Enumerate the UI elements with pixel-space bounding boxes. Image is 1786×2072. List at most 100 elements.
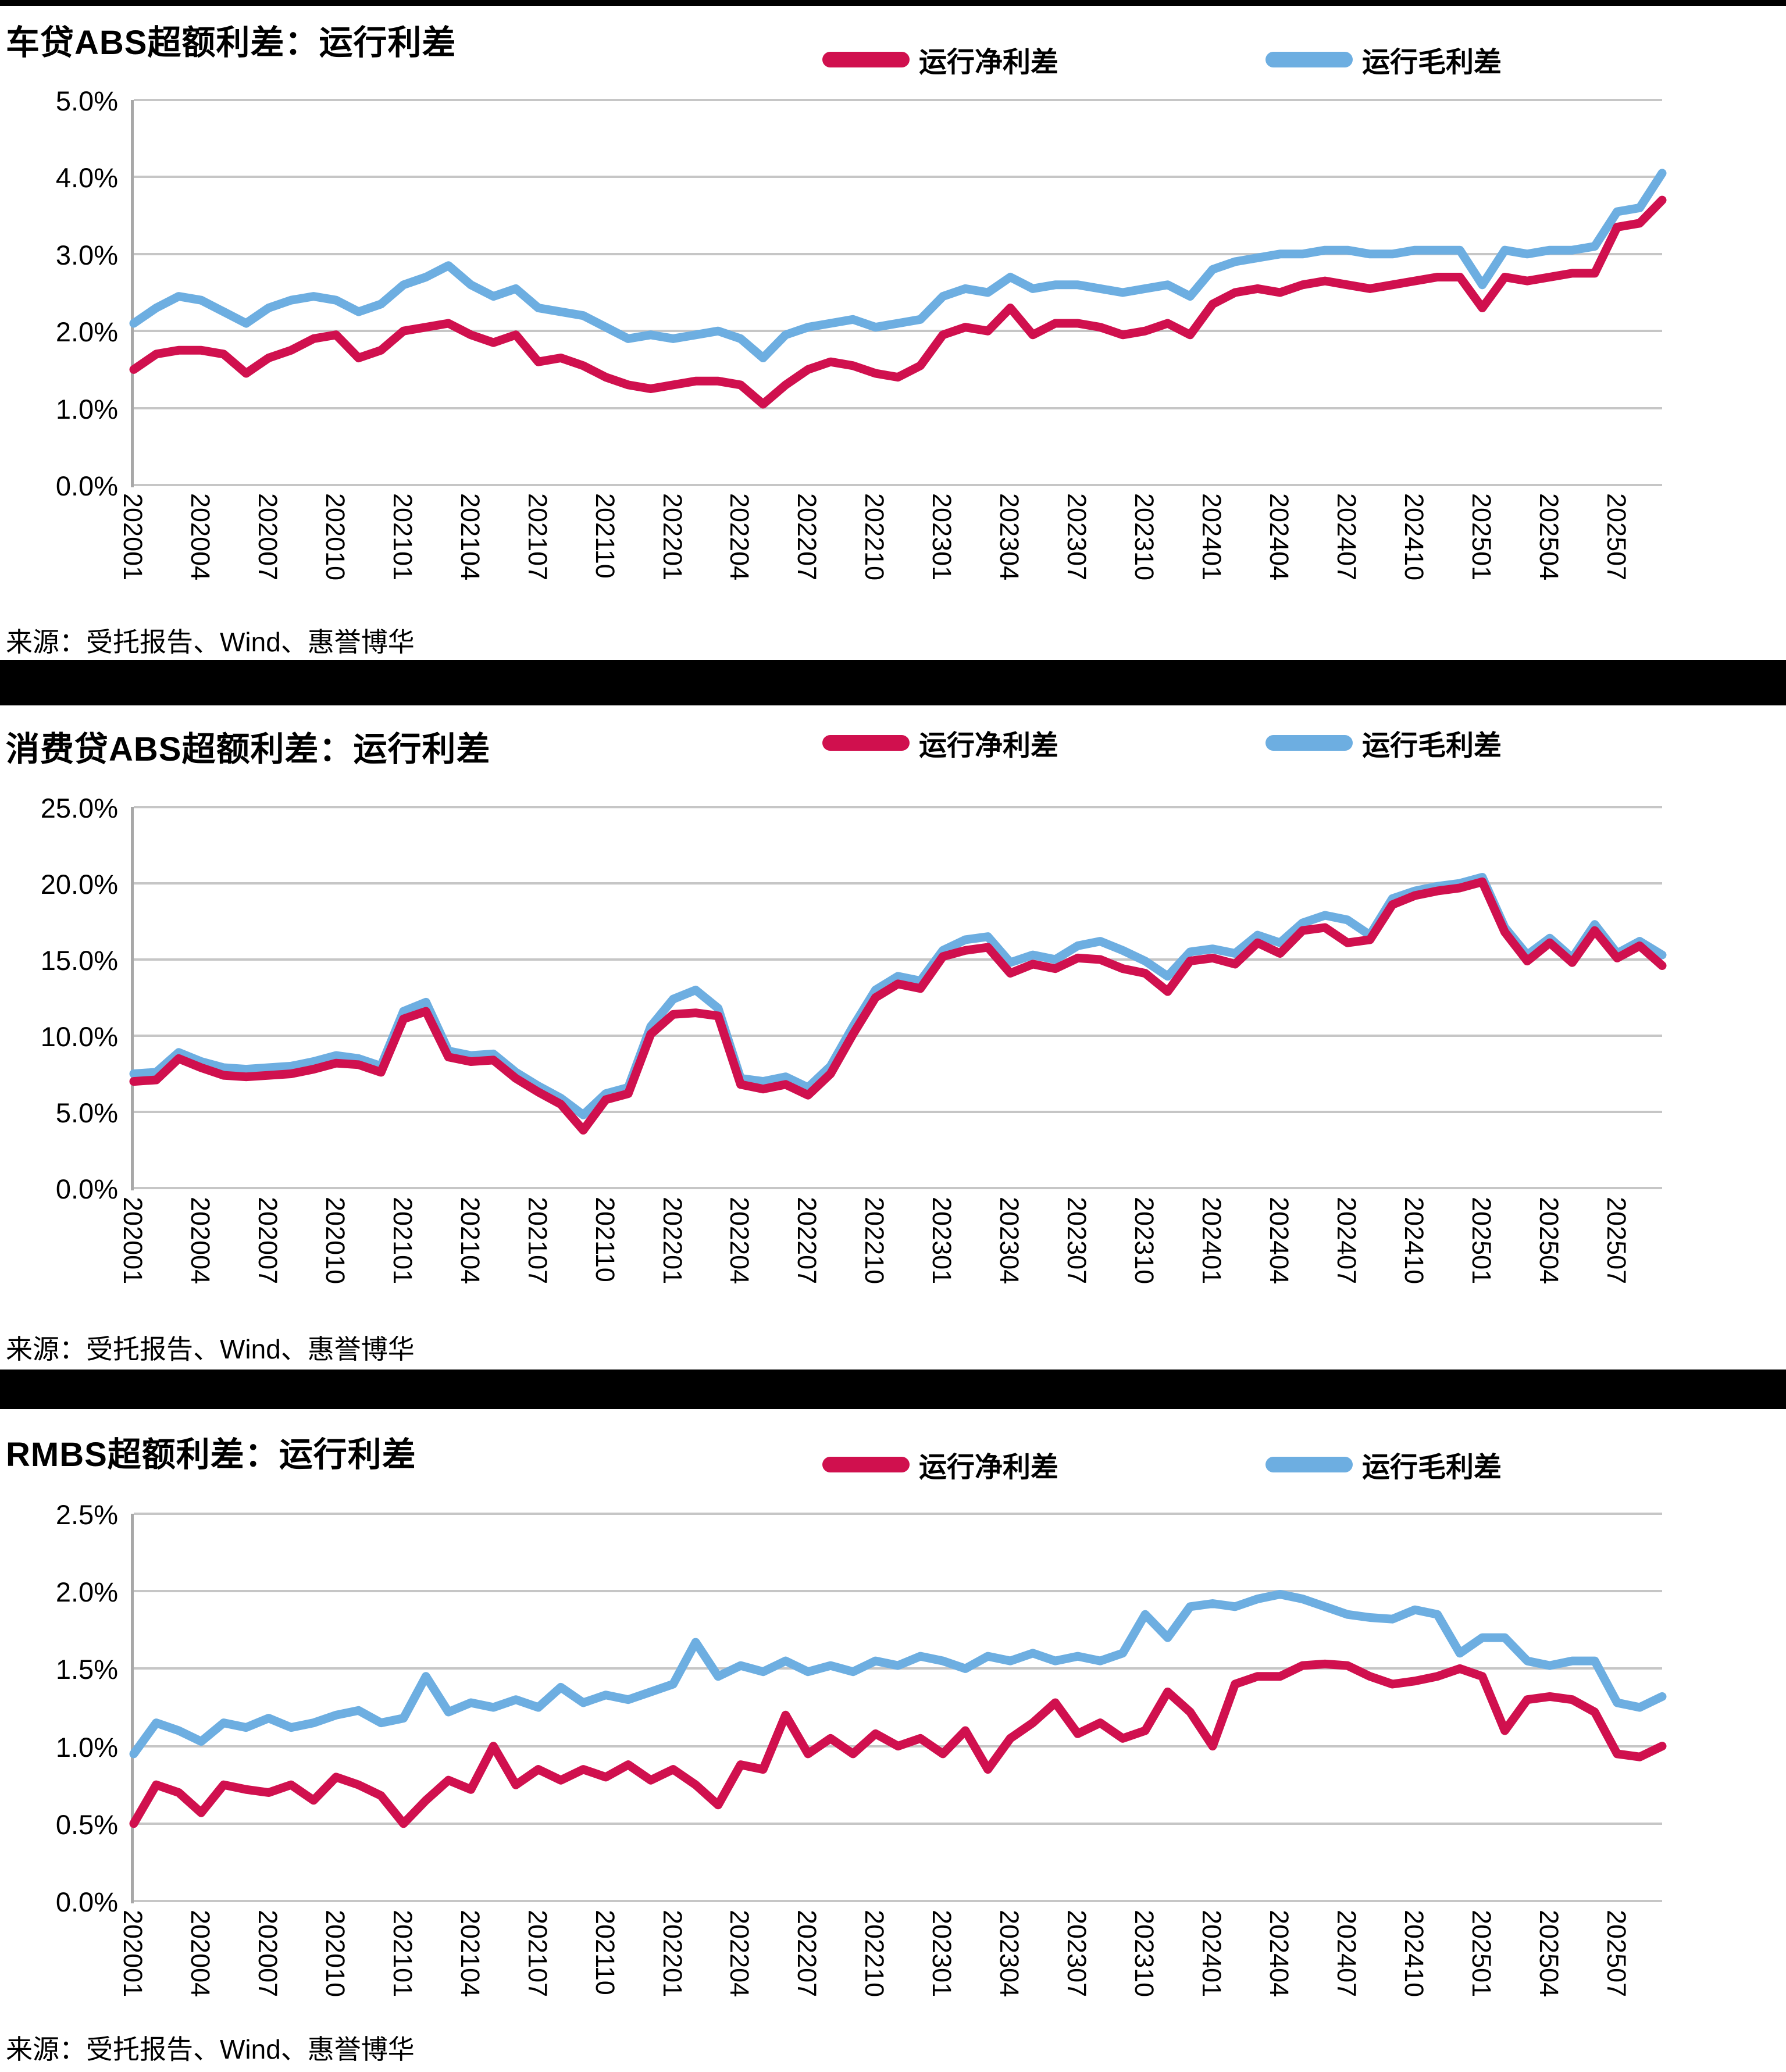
y-axis-label: 2.0%	[55, 1577, 118, 1608]
separator-bar	[0, 660, 1786, 705]
x-axis-label: 202310	[1129, 1910, 1160, 1998]
x-axis-label: 202201	[657, 1197, 687, 1285]
y-axis-label: 20.0%	[40, 869, 118, 900]
x-axis-label: 202204	[725, 493, 755, 581]
legend-label-net: 运行净利差	[919, 47, 1059, 78]
x-axis-label: 202504	[1534, 493, 1564, 581]
gridline	[134, 1035, 1662, 1037]
x-axis-label: 202110	[590, 493, 620, 579]
x-axis-label: 202307	[1062, 493, 1092, 581]
chart-title-consumer-abs: 消费贷ABS超额利差：运行利差	[6, 730, 491, 768]
gridline	[134, 252, 1662, 255]
x-axis-label: 202001	[118, 493, 148, 581]
x-axis-label: 202401	[1197, 1197, 1227, 1285]
x-axis-label: 202401	[1197, 493, 1227, 581]
gridline	[134, 330, 1662, 333]
separator-bar	[0, 1370, 1786, 1409]
x-axis-label: 202501	[1466, 1910, 1496, 1998]
x-axis-label: 202001	[118, 1197, 148, 1285]
legend-label-gross: 运行毛利差	[1362, 47, 1502, 78]
legend-item-gross: 运行毛利差	[1265, 44, 1502, 78]
gridline	[134, 406, 1662, 409]
x-axis-label: 202507	[1601, 493, 1631, 581]
y-axis-label: 2.5%	[55, 1499, 118, 1530]
y-axis-label: 4.0%	[55, 162, 118, 194]
x-axis-label: 202507	[1601, 1197, 1631, 1285]
x-axis-label: 202001	[118, 1910, 148, 1998]
y-axis-line	[131, 807, 134, 1190]
legend-swatch-net-icon	[822, 1456, 910, 1472]
y-axis-label: 0.5%	[55, 1809, 118, 1840]
x-axis-label: 202207	[792, 1910, 822, 1998]
gridline	[134, 1900, 1662, 1902]
y-axis-label: 1.0%	[55, 393, 118, 425]
y-axis-label: 5.0%	[55, 85, 118, 116]
x-axis-label: 202007	[252, 1197, 283, 1285]
x-axis-label: 202407	[1331, 1910, 1361, 1998]
gridline	[134, 882, 1662, 885]
x-axis-label: 202210	[860, 493, 890, 581]
x-axis-label: 202004	[185, 1197, 215, 1285]
source-label: 来源：受托报告、Wind、惠誉博华	[6, 1334, 415, 1364]
series-line-net	[129, 1659, 1667, 1828]
legend-item-gross: 运行毛利差	[1265, 727, 1502, 761]
legend-swatch-net-icon	[822, 734, 910, 751]
x-axis-label: 202304	[994, 1910, 1025, 1998]
legend-item-net: 运行净利差	[822, 1449, 1058, 1483]
y-axis-label: 0.0%	[55, 1886, 118, 1917]
x-axis-label: 202504	[1534, 1197, 1564, 1285]
plot-area-consumer-abs	[134, 806, 1662, 1189]
legend-item-gross: 运行毛利差	[1265, 1449, 1502, 1483]
y-axis-label: 0.0%	[55, 1174, 118, 1204]
legend-swatch-gross-icon	[1265, 734, 1353, 751]
legend-label-net: 运行净利差	[919, 730, 1059, 761]
source-label: 来源：受托报告、Wind、惠誉博华	[6, 2034, 415, 2064]
source-label: 来源：受托报告、Wind、惠誉博华	[6, 627, 415, 657]
x-axis-label: 202207	[792, 1197, 822, 1285]
gridline	[134, 484, 1662, 486]
x-axis-label: 202004	[185, 1910, 215, 1998]
x-axis-label: 202107	[522, 493, 552, 581]
legend-swatch-net-icon	[822, 51, 910, 67]
x-axis-label: 202110	[590, 1197, 620, 1282]
x-axis-label: 202310	[1129, 493, 1160, 581]
x-axis-label: 202201	[657, 493, 687, 581]
series-plot-auto-abs	[129, 169, 1667, 409]
y-axis-label: 1.5%	[55, 1654, 118, 1685]
y-axis-label: 2.0%	[55, 316, 118, 348]
x-axis-label: 202007	[252, 1910, 283, 1998]
x-axis-label: 202010	[320, 1910, 350, 1998]
x-axis-label: 202204	[725, 1910, 755, 1998]
y-axis-label: 3.0%	[55, 239, 118, 270]
y-axis-label: 0.0%	[55, 470, 118, 501]
x-axis-label: 202307	[1062, 1197, 1092, 1285]
x-axis-label: 202101	[387, 493, 418, 581]
x-axis-label: 202507	[1601, 1910, 1631, 1998]
y-axis-label: 1.0%	[55, 1731, 118, 1763]
gridline	[134, 1822, 1662, 1825]
x-axis-label: 202210	[860, 1197, 890, 1285]
x-axis-label: 202207	[792, 493, 822, 581]
chart-title-rmbs: RMBS超额利差：运行利差	[6, 1436, 416, 1474]
x-axis-label: 202404	[1264, 1197, 1294, 1285]
x-axis-label: 202407	[1331, 493, 1361, 581]
x-axis-label: 202404	[1264, 493, 1294, 581]
gridline	[134, 1590, 1662, 1593]
x-axis-label: 202210	[860, 1910, 890, 1998]
separator-bar	[0, 0, 1786, 6]
x-axis-label: 202304	[994, 1197, 1025, 1285]
series-line-net	[129, 877, 1667, 1135]
gridline	[134, 99, 1662, 101]
x-axis-label: 202501	[1466, 1197, 1496, 1285]
x-axis-label: 202310	[1129, 1197, 1160, 1285]
x-axis-label: 202501	[1466, 493, 1496, 581]
x-axis-label: 202301	[927, 1197, 957, 1285]
legend-label-net: 运行净利差	[919, 1452, 1059, 1483]
legend-swatch-gross-icon	[1265, 51, 1353, 67]
x-axis-label: 202104	[455, 493, 485, 581]
legend-item-net: 运行净利差	[822, 44, 1058, 78]
x-axis-label: 202010	[320, 1197, 350, 1285]
x-axis-label: 202504	[1534, 1910, 1564, 1998]
series-line-gross	[129, 1590, 1667, 1759]
